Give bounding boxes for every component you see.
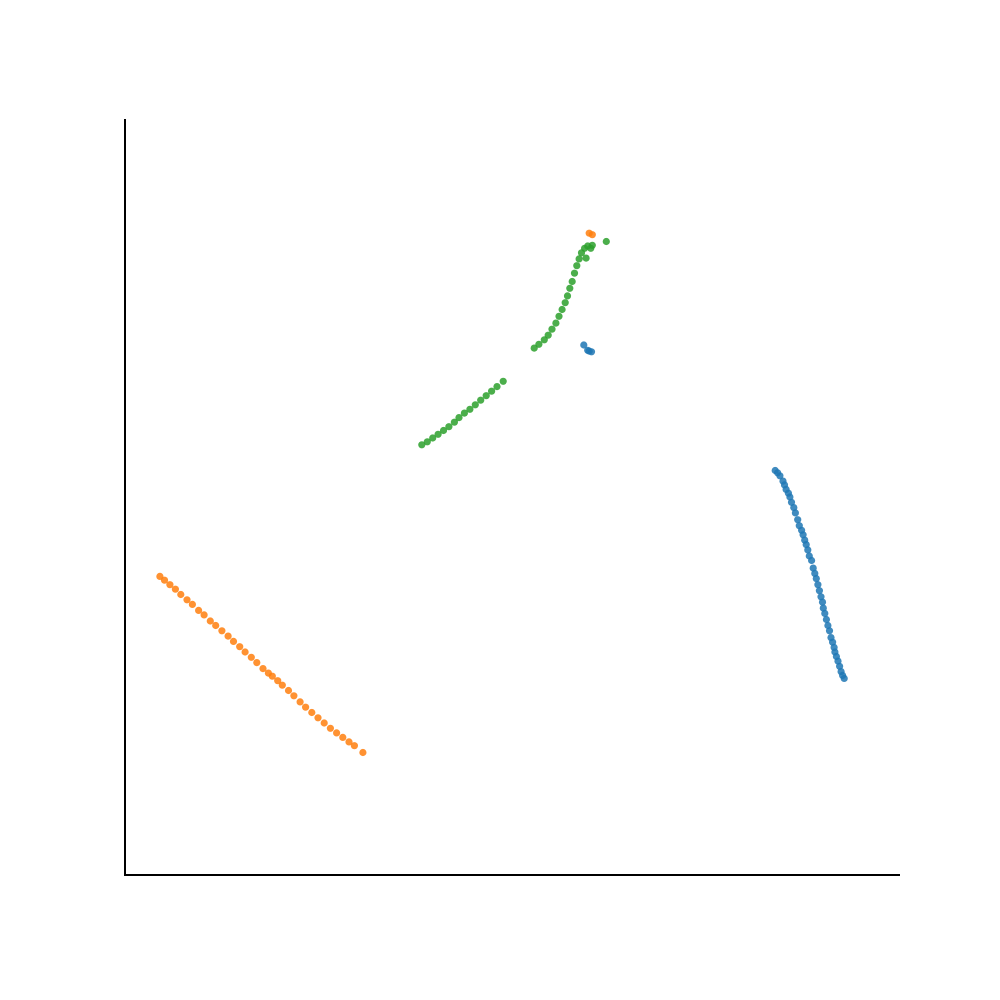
series-0-point-31 xyxy=(826,627,833,634)
series-1-point-24 xyxy=(290,692,297,699)
series-0-point-28 xyxy=(821,610,828,617)
series-1-point-16 xyxy=(248,654,255,661)
series-1-point-37 xyxy=(589,231,596,238)
series-1-point-28 xyxy=(314,714,321,721)
series-0-point-29 xyxy=(823,616,830,623)
series-1-point-10 xyxy=(212,622,219,629)
series-1-point-23 xyxy=(285,687,292,694)
series-2-point-23 xyxy=(559,306,566,313)
series-2-point-22 xyxy=(555,313,562,320)
series-1-point-4 xyxy=(177,591,184,598)
series-0-point-17 xyxy=(804,546,811,553)
series-1-point-30 xyxy=(327,725,334,732)
series-2-point-37 xyxy=(603,238,610,245)
series-2-point-28 xyxy=(571,270,578,277)
series-0-point-24 xyxy=(816,587,823,594)
series-0-point-45 xyxy=(588,348,595,355)
series-0-point-10 xyxy=(792,509,799,516)
series-1-point-35 xyxy=(359,749,366,756)
series-2-point-29 xyxy=(573,262,580,269)
series-0-point-41 xyxy=(841,675,848,682)
series-2-point-36 xyxy=(583,255,590,262)
series-1-point-12 xyxy=(225,633,232,640)
series-2-point-15 xyxy=(500,378,507,385)
series-0 xyxy=(580,341,848,682)
series-1-point-3 xyxy=(172,586,179,593)
series-1-point-34 xyxy=(351,742,358,749)
series-2-point-24 xyxy=(562,299,569,306)
series-1-point-22 xyxy=(279,682,286,689)
series-2-point-21 xyxy=(552,320,559,327)
series-1 xyxy=(156,230,596,757)
series-1-point-14 xyxy=(236,643,243,650)
series-1-point-8 xyxy=(201,611,208,618)
series-1-point-27 xyxy=(308,709,315,716)
series-0-point-22 xyxy=(813,575,820,582)
series-0-point-19 xyxy=(808,557,815,564)
series-1-point-6 xyxy=(189,601,196,608)
series-2-point-14 xyxy=(493,383,500,390)
series-layer xyxy=(156,230,848,757)
series-2-point-19 xyxy=(545,332,552,339)
series-1-point-17 xyxy=(253,659,260,666)
series-1-point-26 xyxy=(302,704,309,711)
series-2-point-35 xyxy=(589,242,596,249)
series-1-point-13 xyxy=(230,638,237,645)
series-1-point-31 xyxy=(333,729,340,736)
series-2-point-20 xyxy=(548,326,555,333)
series-1-point-25 xyxy=(297,698,304,705)
series-2-point-27 xyxy=(569,278,576,285)
series-2-point-25 xyxy=(564,292,571,299)
series-1-point-32 xyxy=(339,734,346,741)
series-0-point-23 xyxy=(814,581,821,588)
series-1-point-11 xyxy=(218,627,225,634)
series-1-point-29 xyxy=(321,719,328,726)
series-2-point-26 xyxy=(566,285,573,292)
series-1-point-15 xyxy=(242,648,249,655)
